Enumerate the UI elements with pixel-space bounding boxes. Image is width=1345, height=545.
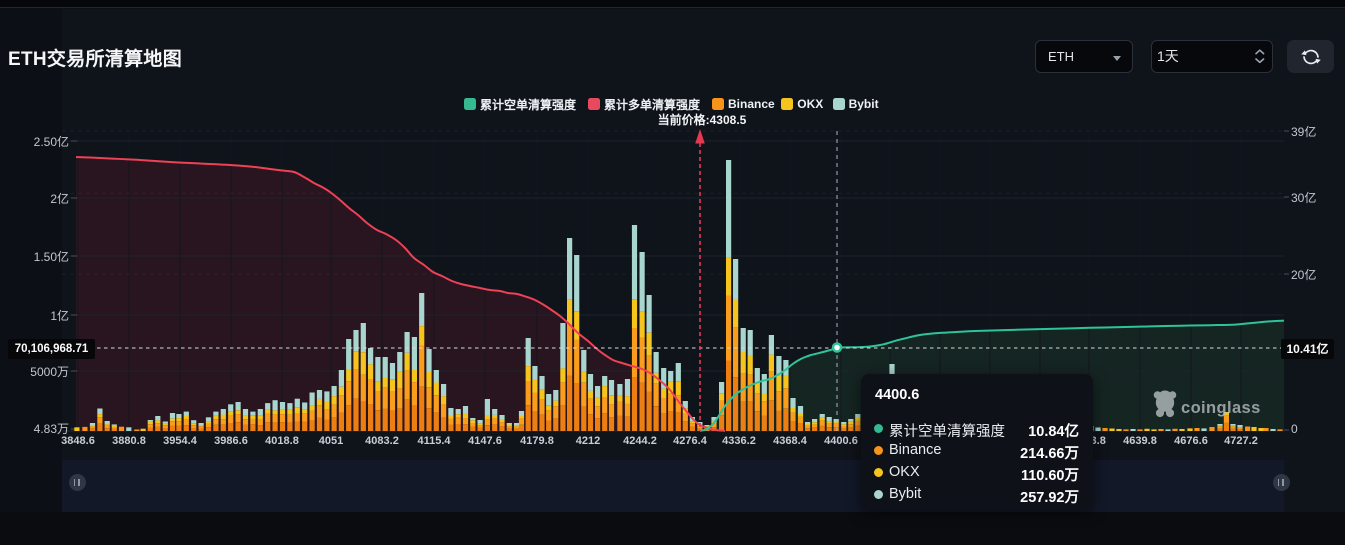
- svg-text:coinglass: coinglass: [1181, 399, 1261, 417]
